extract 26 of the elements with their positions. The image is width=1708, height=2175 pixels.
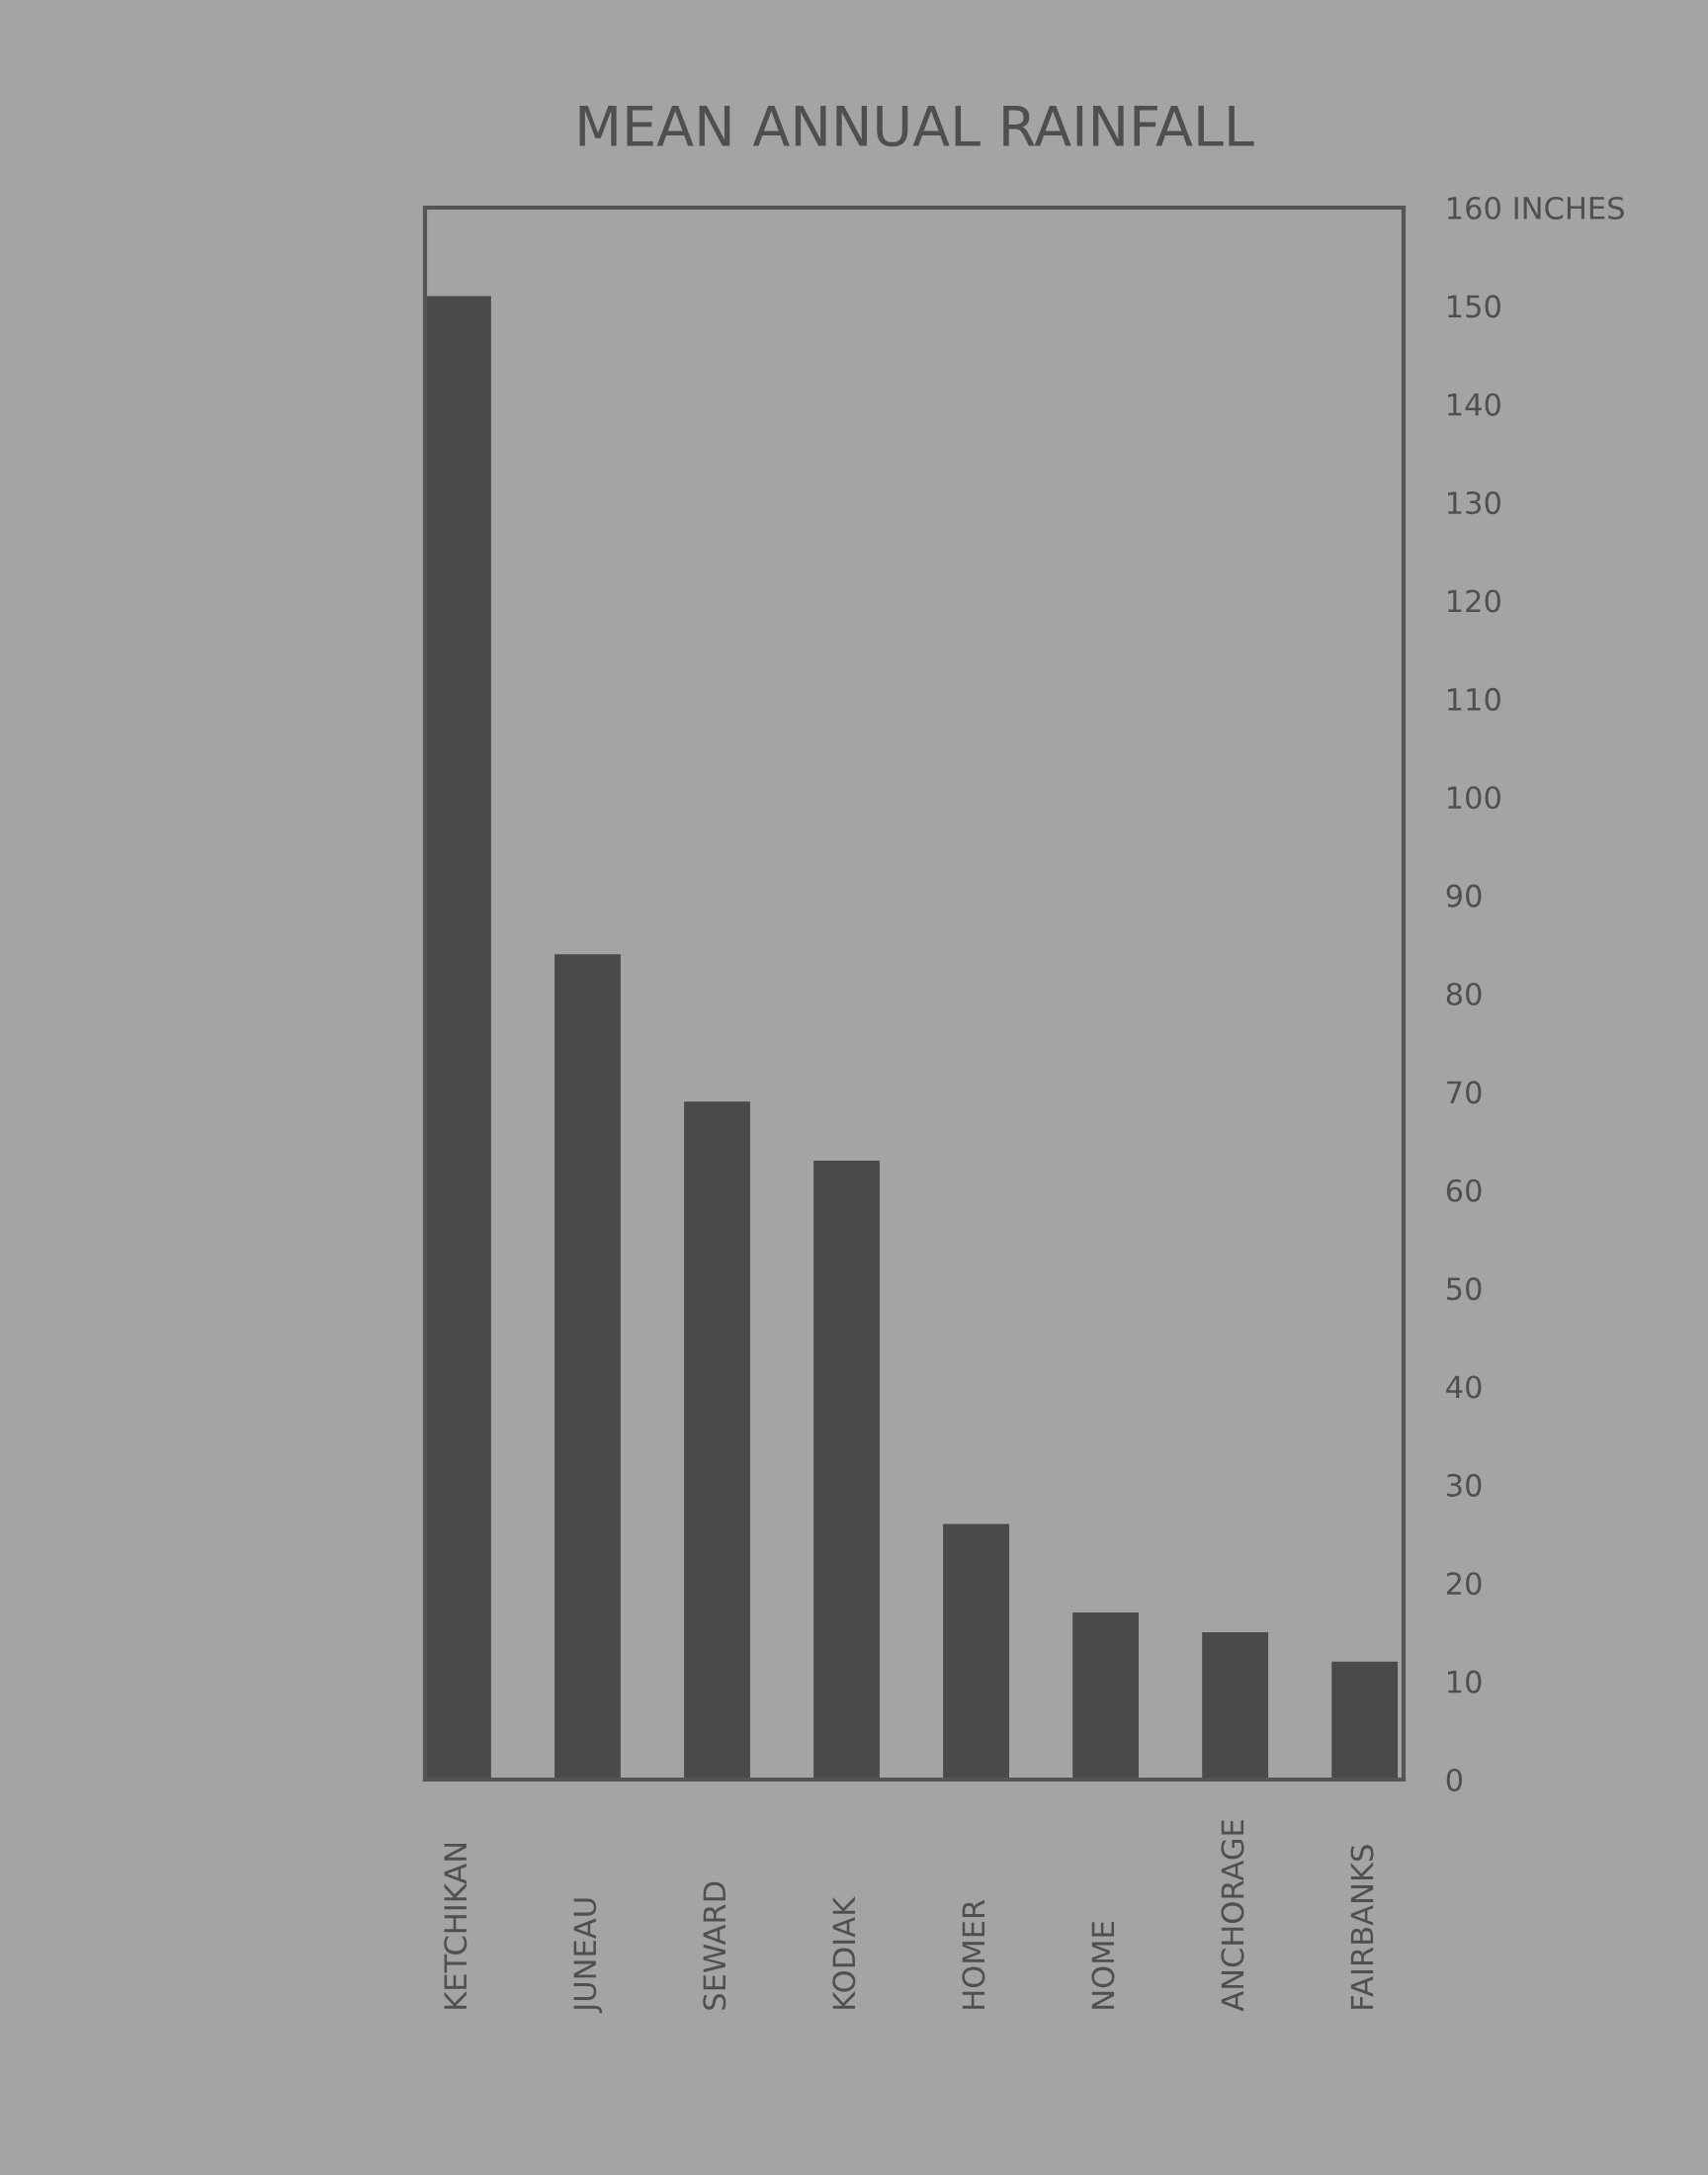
y-tick-label: 50 [1447, 1277, 1482, 1301]
x-tick-label: FAIRBANKS [1350, 1845, 1374, 2009]
x-tick-label: JUNEAU [573, 1898, 602, 2014]
y-tick-label: 90 [1446, 884, 1482, 908]
y-tick-label: 160 INCHES [1448, 196, 1624, 220]
y-tick-label: 40 [1446, 1375, 1482, 1399]
y-tick-label: 0 [1446, 1768, 1463, 1792]
x-tick-label: KETCHIKAN [444, 1843, 468, 2009]
y-tick-label: 20 [1446, 1572, 1482, 1596]
y-tick-label: 110 [1448, 687, 1500, 711]
x-tick-label: SEWARD [703, 1881, 726, 2010]
y-tick-label: 150 [1448, 295, 1500, 318]
y-tick-label: 100 [1448, 786, 1500, 810]
x-tick-label: NOME [1091, 1922, 1115, 2009]
chart-title: MEAN ANNUAL RAINFALL [579, 106, 1254, 147]
y-tick-label: 70 [1447, 1081, 1482, 1104]
y-tick-label: 30 [1447, 1473, 1482, 1497]
y-tick-label: 60 [1446, 1178, 1482, 1202]
x-tick-label: KODIAK [832, 1896, 856, 2009]
y-tick-label: 10 [1448, 1670, 1482, 1694]
x-tick-label: HOMER [962, 1899, 985, 2009]
y-tick-label: 130 [1448, 491, 1500, 515]
y-tick-label: 80 [1446, 982, 1482, 1006]
y-tick-label: 140 [1448, 392, 1500, 416]
x-tick-label: ANCHORAGE [1221, 1820, 1244, 2012]
y-tick-label: 120 [1448, 589, 1500, 613]
